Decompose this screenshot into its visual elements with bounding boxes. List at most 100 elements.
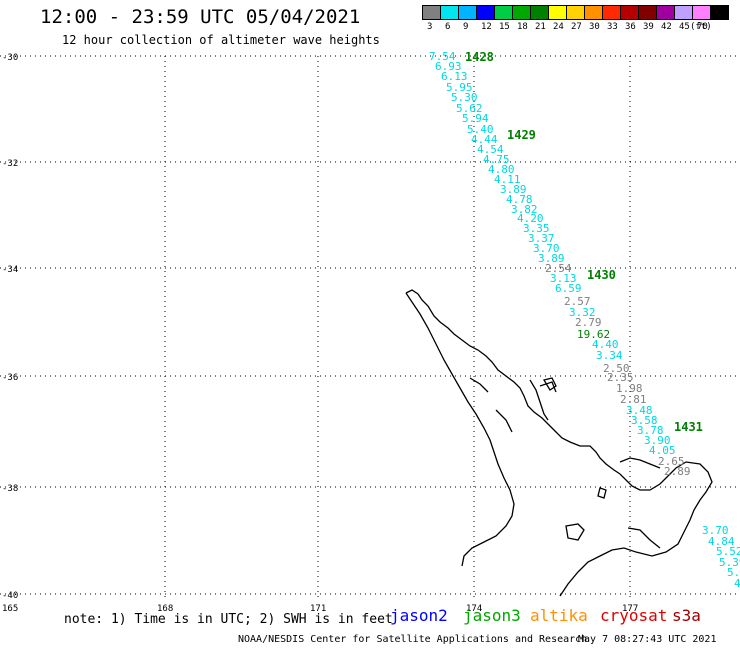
longitude-label: 171 bbox=[310, 604, 326, 614]
units-note: note: 1) Time is in UTC; 2) SWH is in fe… bbox=[64, 612, 393, 627]
hawkes-bay bbox=[627, 527, 661, 549]
wave-height-label: 2.50 bbox=[603, 362, 630, 375]
page-subtitle: 12 hour collection of altimeter wave hei… bbox=[62, 33, 380, 47]
wave-height-label: 4.78 bbox=[506, 193, 533, 206]
wave-height-label: 19.62 bbox=[577, 328, 610, 341]
latitude-label: -36 bbox=[2, 373, 18, 383]
observation-labels: 7.546.936.135.955.305.625.945.404.444.54… bbox=[429, 50, 740, 590]
wave-height-label: 2.35 bbox=[607, 371, 634, 384]
legend-swatch-label: 27 bbox=[571, 22, 582, 32]
wave-height-label: 4.05 bbox=[649, 444, 676, 457]
footer-timestamp: May 7 08:27:43 UTC 2021 bbox=[578, 634, 717, 645]
wave-height-label: 4 bbox=[734, 577, 740, 590]
wave-height-label: 5.95 bbox=[446, 81, 473, 94]
legend-swatch-label: 42 bbox=[661, 22, 672, 32]
legend-swatch bbox=[710, 5, 729, 20]
satellite-name: altika bbox=[530, 606, 588, 625]
wave-height-label: 2.79 bbox=[575, 316, 602, 329]
legend-swatch-label: 24 bbox=[553, 22, 564, 32]
pass-time-label: 1429 bbox=[507, 128, 536, 142]
harbour bbox=[469, 377, 513, 433]
new-zealand-coastline bbox=[405, 289, 713, 597]
west-coast bbox=[405, 292, 515, 567]
wave-height-label: 5.39 bbox=[719, 556, 740, 569]
wave-height-label: 5.62 bbox=[456, 102, 483, 115]
wave-height-label: 6.93 bbox=[435, 60, 462, 73]
wave-height-label: 2.89 bbox=[664, 465, 691, 478]
latitude-label: -34 bbox=[2, 265, 18, 275]
legend-swatch-label: 30 bbox=[589, 22, 600, 32]
wave-height-label: 3.82 bbox=[511, 203, 538, 216]
legend-swatch-label: 15 bbox=[499, 22, 510, 32]
wave-height-label: 4.11 bbox=[494, 173, 521, 186]
legend-swatch-label: 70 bbox=[697, 22, 708, 32]
legend-swatch-label: 21 bbox=[535, 22, 546, 32]
wave-height-label: 3.70 bbox=[702, 524, 729, 537]
graticule-grid: -30 -32 -34 -36 -38 -40 165 168 171 174 177 bbox=[0, 53, 740, 614]
wave-height-label: 3.89 bbox=[500, 183, 527, 196]
wave-height-label: 2.57 bbox=[564, 295, 591, 308]
pass-time-label: 1431 bbox=[674, 420, 703, 434]
wave-height-label: 4.40 bbox=[592, 338, 619, 351]
legend-swatch-label: 9 bbox=[463, 22, 469, 32]
wave-height-label: 5.40 bbox=[467, 123, 494, 136]
satellite-name: jason3 bbox=[463, 606, 521, 625]
legend-swatch-label: 3 bbox=[427, 22, 433, 32]
wave-height-label: 3.58 bbox=[631, 414, 658, 427]
latitude-label: -32 bbox=[2, 159, 18, 169]
longitude-label: 168 bbox=[157, 604, 173, 614]
wave-height-label: 2.65 bbox=[658, 455, 685, 468]
latitude-label: -40 bbox=[2, 591, 18, 601]
wave-height-label: 3.13 bbox=[550, 272, 577, 285]
wave-height-label: 3.32 bbox=[569, 306, 596, 319]
wave-height-label: 3.70 bbox=[533, 242, 560, 255]
wave-height-label: 6.59 bbox=[555, 282, 582, 295]
longitude-label: 174 bbox=[466, 604, 482, 614]
wave-height-label: 6.13 bbox=[441, 70, 468, 83]
pass-time-label: 1430 bbox=[587, 268, 616, 282]
wave-height-label: 5.94 bbox=[462, 112, 489, 125]
wave-height-label: 5.52 bbox=[716, 545, 740, 558]
pass-time-label: 1428 bbox=[465, 50, 494, 64]
coromandel bbox=[529, 379, 557, 421]
wave-height-label: 5.30 bbox=[451, 91, 478, 104]
wave-height-label: 5. bbox=[727, 566, 740, 579]
wave-height-label: 3.48 bbox=[626, 404, 653, 417]
page-title: 12:00 - 23:59 UTC 05/04/2021 bbox=[40, 6, 361, 28]
latitude-label: -38 bbox=[2, 484, 18, 494]
legend-swatch-label: 45 bbox=[679, 22, 690, 32]
wave-height-label: 4.54 bbox=[477, 143, 504, 156]
wave-height-label: 4.20 bbox=[517, 212, 544, 225]
satellite-name: s3a bbox=[672, 606, 701, 625]
satellite-name: cryosat bbox=[600, 606, 668, 625]
wave-height-label: 3.78 bbox=[637, 424, 664, 437]
wave-height-label: 4.44 bbox=[471, 133, 498, 146]
longitude-label: 177 bbox=[622, 604, 638, 614]
legend-swatch-label: 36 bbox=[625, 22, 636, 32]
bay-of-plenty bbox=[619, 457, 661, 469]
wave-height-label: 3.34 bbox=[596, 349, 623, 362]
northland-coast bbox=[405, 289, 713, 597]
islet-b bbox=[597, 487, 607, 499]
legend-unit-label: (ft) bbox=[690, 22, 712, 32]
wave-height-label: 7.54 bbox=[429, 50, 456, 63]
wave-height-label: 3.89 bbox=[538, 252, 565, 265]
wave-height-label: 4.80 bbox=[488, 163, 515, 176]
islet-a bbox=[565, 523, 585, 541]
wave-height-label: 1.98 bbox=[616, 382, 643, 395]
longitude-label: 165 bbox=[2, 604, 18, 614]
wave-height-label: 3.37 bbox=[528, 232, 555, 245]
legend-swatch-label: 12 bbox=[481, 22, 492, 32]
wave-height-label: 3.35 bbox=[523, 222, 550, 235]
latitude-label: -30 bbox=[2, 53, 18, 63]
wave-height-label: 4.84 bbox=[708, 535, 735, 548]
legend-swatch-label: 33 bbox=[607, 22, 618, 32]
wave-height-label: 3.90 bbox=[644, 434, 671, 447]
footer-credit: NOAA/NESDIS Center for Satellite Applica… bbox=[238, 634, 588, 645]
legend-swatch-label: 6 bbox=[445, 22, 451, 32]
wave-height-legend: 3 6 9 12 15 18 21 24 27 30 33 36 39 42 45 70 (ft) bbox=[422, 5, 740, 35]
legend-swatch-label: 18 bbox=[517, 22, 528, 32]
satellite-name: jason2 bbox=[390, 606, 448, 625]
wave-height-label: 2.54 bbox=[545, 262, 572, 275]
